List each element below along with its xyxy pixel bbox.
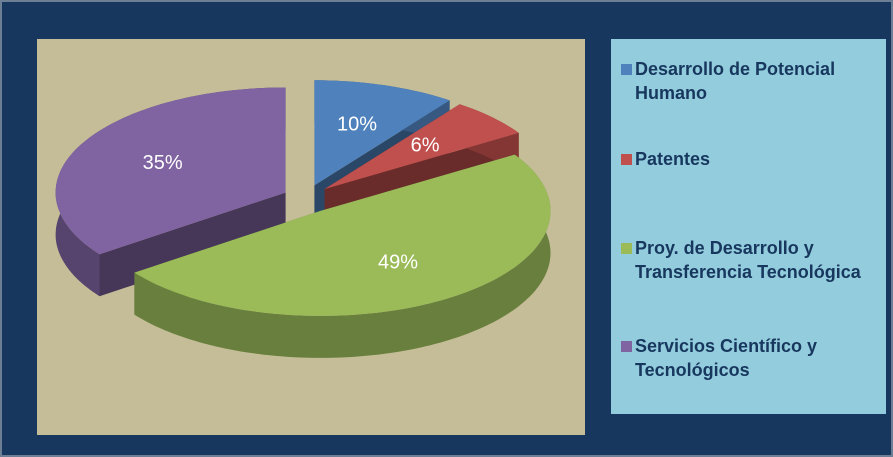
slice-top (134, 154, 551, 316)
slice-top (314, 80, 450, 186)
data-label: 35% (143, 152, 183, 174)
slice-wall (134, 154, 551, 358)
data-label: 10% (337, 114, 377, 136)
legend-label: Proy. de Desarrollo y Transferencia Tecn… (635, 238, 861, 282)
slice-top (55, 87, 286, 255)
pie-chart: 10% 6% 35% 49% (55, 80, 551, 358)
data-label: 49% (378, 251, 418, 273)
legend-label: Servicios Científico y Tecnológicos (635, 336, 818, 380)
legend: Desarrollo de Potencial Humano Patentes Pr… (611, 39, 886, 414)
legend-item: Desarrollo de Potencial Humano (621, 57, 891, 105)
legend-item: Servicios Científico y Tecnológicos (621, 334, 891, 382)
plot-area: 10% 6% 35% 49% (37, 39, 585, 435)
legend-item: Proy. de Desarrollo y Transferencia Tecn… (621, 236, 891, 284)
legend-label: Desarrollo de Potencial Humano (635, 59, 836, 103)
legend-swatch (621, 243, 632, 254)
data-label: 6% (411, 134, 440, 156)
legend-swatch (621, 341, 632, 352)
slice-top (324, 104, 519, 190)
legend-item: Patentes (621, 147, 891, 171)
pie-slice (134, 154, 551, 358)
legend-swatch (621, 154, 632, 165)
legend-swatch (621, 64, 632, 75)
legend-label: Patentes (635, 149, 711, 169)
